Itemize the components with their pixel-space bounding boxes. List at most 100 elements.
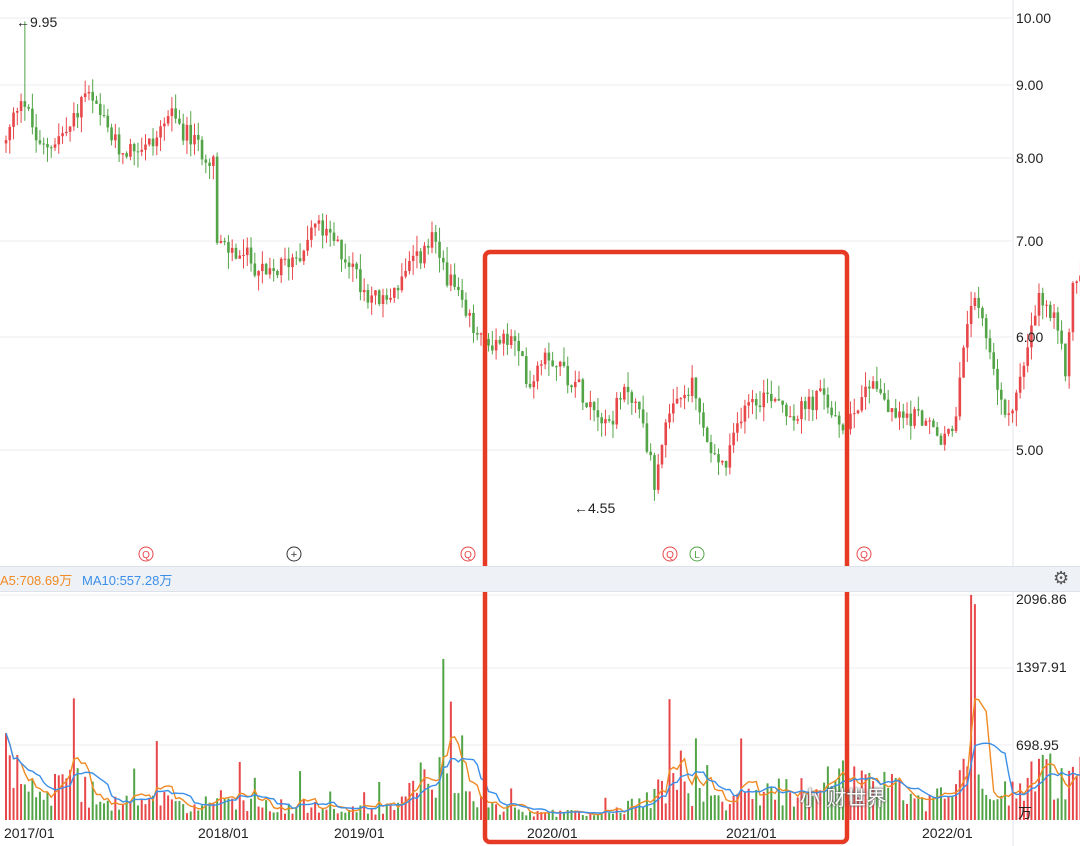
volume-bar	[1045, 759, 1048, 820]
volume-bar	[446, 773, 449, 820]
candle-body	[42, 143, 45, 145]
candle-body	[966, 324, 969, 348]
volume-bar	[815, 789, 818, 820]
volume-bar	[1022, 800, 1025, 820]
volume-bar	[702, 801, 705, 820]
event-marker-plus[interactable]: +	[286, 546, 302, 562]
candle-body	[626, 386, 630, 393]
candle-body	[558, 361, 562, 367]
volume-bar	[152, 795, 155, 820]
candle-body	[1007, 413, 1011, 415]
volume-bar	[770, 786, 773, 820]
volume-bar	[977, 774, 980, 820]
candle-body	[592, 402, 596, 411]
y-tick-label: 10.00	[1016, 10, 1051, 26]
candle-body	[87, 91, 91, 94]
event-marker-q[interactable]: Q	[662, 546, 678, 562]
candle-body	[332, 232, 336, 241]
candle-body	[577, 379, 581, 382]
volume-bar	[1056, 798, 1059, 820]
volume-bar	[1060, 768, 1063, 820]
candle-body	[110, 127, 113, 141]
candle-body	[724, 460, 728, 468]
volume-bar	[517, 809, 520, 820]
candle-body	[1048, 304, 1052, 318]
candle-body	[393, 287, 396, 298]
volume-bar	[400, 796, 403, 820]
candle-body	[261, 263, 264, 272]
volume-bar	[600, 812, 603, 820]
candle-body	[638, 401, 641, 410]
candle-body	[622, 386, 626, 400]
candle-body	[83, 93, 87, 98]
candle-body	[298, 258, 302, 262]
volume-bar	[574, 811, 577, 820]
event-marker-q[interactable]: Q	[460, 546, 476, 562]
volume-bar	[1034, 791, 1037, 820]
volume-bar	[751, 799, 754, 820]
candle-body	[856, 410, 860, 414]
candle-body	[962, 347, 965, 378]
volume-bar	[664, 803, 667, 820]
volume-bar	[385, 803, 388, 820]
candle-body	[117, 134, 121, 155]
candle-body	[705, 427, 709, 443]
candle-body	[890, 408, 894, 413]
svg-text:Q: Q	[666, 550, 674, 561]
candle-body	[924, 420, 928, 426]
volume-bar	[234, 809, 237, 820]
candle-body	[607, 419, 611, 421]
candle-body	[660, 445, 664, 465]
candle-body	[630, 392, 634, 403]
candle-body	[589, 402, 592, 408]
candle-body	[581, 379, 585, 403]
volume-bar	[23, 784, 26, 820]
event-marker-q[interactable]: Q	[138, 546, 154, 562]
candle-body	[1018, 376, 1022, 393]
ma10-line	[5, 732, 1080, 814]
volume-bar	[348, 809, 351, 820]
candle-body	[430, 232, 434, 248]
candle-body	[498, 339, 502, 344]
candle-body	[1064, 343, 1067, 377]
candle-body	[1060, 330, 1063, 344]
volume-bar	[16, 755, 19, 820]
volume-bar	[468, 791, 471, 820]
volume-bar	[709, 795, 712, 820]
candle-body	[683, 394, 686, 399]
volume-bar	[204, 796, 207, 820]
candle-body	[883, 393, 886, 400]
volume-bar	[676, 789, 679, 820]
volume-bar	[668, 699, 671, 820]
candle-body	[860, 397, 864, 411]
event-marker-q[interactable]: Q	[856, 546, 872, 562]
volume-bar	[698, 787, 701, 820]
volume-bar	[397, 802, 400, 820]
candle-body	[879, 389, 882, 394]
candle-body	[898, 411, 901, 418]
volume-bar	[966, 766, 969, 820]
volume-bar	[125, 795, 128, 820]
candle-body	[457, 286, 460, 291]
candle-body	[785, 404, 788, 417]
candle-body	[739, 421, 743, 424]
candle-body	[570, 385, 573, 388]
candle-body	[219, 240, 223, 243]
candle-body	[819, 388, 822, 391]
candle-body	[136, 151, 140, 153]
volume-tick-label: 698.95	[1016, 737, 1059, 753]
candle-body	[562, 361, 566, 366]
volume-bar	[1019, 783, 1022, 820]
volume-bar	[717, 795, 720, 820]
candle-body	[551, 360, 554, 367]
candle-body	[566, 365, 570, 386]
candle-body	[837, 415, 841, 425]
gear-icon[interactable]: ⚙	[1053, 568, 1070, 588]
event-marker-l[interactable]: L	[689, 546, 705, 562]
candle-body	[325, 228, 328, 236]
volume-bar	[909, 793, 912, 820]
volume-bar	[890, 774, 893, 820]
volume-bar	[87, 807, 90, 820]
ma-legend-bar: A5:708.69万 MA10:557.28万 ⚙	[0, 566, 1080, 592]
candle-body	[245, 247, 249, 256]
